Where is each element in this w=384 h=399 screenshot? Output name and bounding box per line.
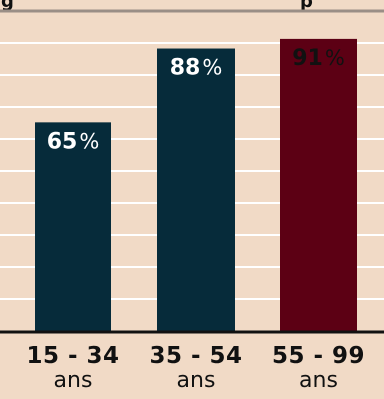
header-text-right: p (300, 0, 313, 12)
x-tick-unit: ans (176, 368, 216, 393)
chart-header: g p (0, 0, 384, 13)
x-tick-label: 55 - 99 ans (259, 345, 379, 392)
bar-value-label: 88% (170, 56, 223, 81)
x-tick-label: 15 - 34 ans (13, 345, 133, 392)
x-tick-range: 35 - 54 (149, 343, 243, 369)
x-tick-range: 15 - 34 (26, 343, 120, 369)
bar (157, 48, 235, 332)
x-tick-unit: ans (299, 368, 338, 393)
bar-value-label: 91% (292, 46, 345, 71)
bar-value-label: 65% (47, 129, 100, 154)
x-tick-range: 55 - 99 (271, 343, 366, 369)
header-text-left: g (1, 0, 14, 12)
x-tick-unit: ans (53, 368, 93, 393)
bar (280, 38, 357, 331)
bar (35, 122, 111, 331)
x-tick-label: 35 - 54 ans (136, 345, 256, 392)
